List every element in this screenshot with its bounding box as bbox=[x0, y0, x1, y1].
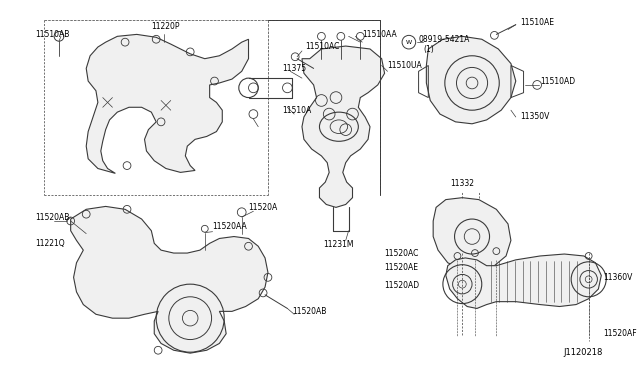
Text: 11332: 11332 bbox=[451, 179, 474, 188]
Text: 11220P: 11220P bbox=[151, 22, 180, 31]
Text: (1): (1) bbox=[424, 45, 434, 54]
Text: 08919-5421A: 08919-5421A bbox=[419, 35, 470, 44]
Text: 11520AC: 11520AC bbox=[385, 248, 419, 257]
Text: 11510AC: 11510AC bbox=[305, 42, 339, 51]
Text: 11510UA: 11510UA bbox=[387, 61, 422, 70]
Text: 11520A: 11520A bbox=[248, 203, 278, 212]
Text: 11231M: 11231M bbox=[324, 240, 354, 249]
Polygon shape bbox=[86, 34, 248, 173]
Text: 11350V: 11350V bbox=[520, 112, 550, 122]
Polygon shape bbox=[302, 46, 385, 207]
Text: 11360V: 11360V bbox=[604, 273, 632, 282]
Text: 11520AA: 11520AA bbox=[212, 222, 247, 231]
Text: 11520AF: 11520AF bbox=[604, 329, 637, 338]
Text: 11510AA: 11510AA bbox=[362, 30, 397, 39]
Text: 11520AD: 11520AD bbox=[385, 280, 420, 290]
Text: 11520AB: 11520AB bbox=[292, 307, 326, 316]
Text: 11510AE: 11510AE bbox=[520, 18, 555, 27]
Text: 11510AD: 11510AD bbox=[540, 77, 575, 86]
Text: 11510AB: 11510AB bbox=[35, 30, 69, 39]
Text: 11520AB: 11520AB bbox=[35, 213, 69, 222]
Text: J1120218: J1120218 bbox=[564, 348, 604, 357]
Polygon shape bbox=[433, 198, 511, 270]
Polygon shape bbox=[426, 36, 516, 124]
Text: 11520AE: 11520AE bbox=[385, 263, 419, 272]
Polygon shape bbox=[446, 254, 602, 308]
Polygon shape bbox=[70, 206, 268, 353]
Text: 11510A: 11510A bbox=[282, 106, 312, 115]
Text: 11375: 11375 bbox=[282, 64, 307, 73]
Text: W: W bbox=[406, 40, 412, 45]
Text: 11221Q: 11221Q bbox=[35, 239, 65, 248]
